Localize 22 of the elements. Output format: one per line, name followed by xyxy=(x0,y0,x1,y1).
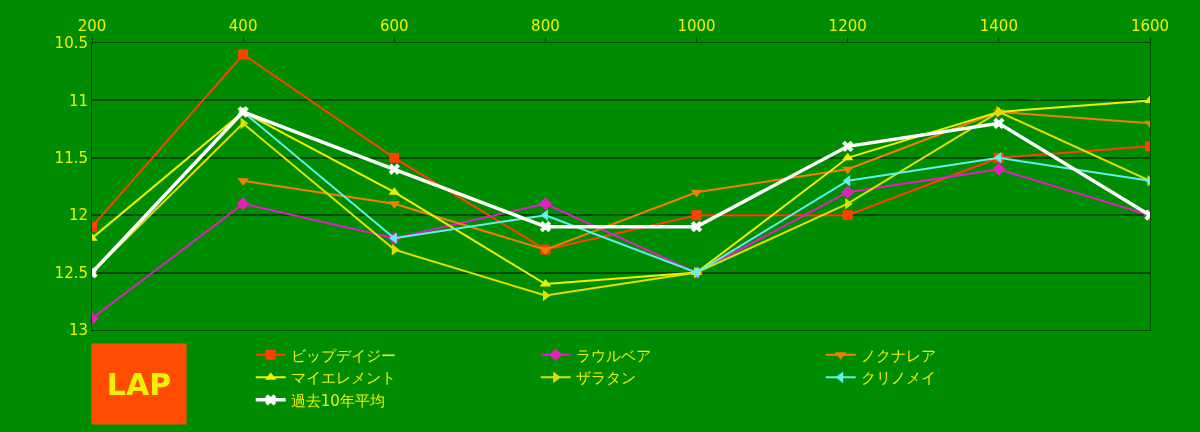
y-tick-label: 11.5 xyxy=(54,149,88,168)
x-tick-label: 200 xyxy=(77,17,107,35)
legend-label: ラウルベア xyxy=(575,346,651,365)
y-tick-label: 11 xyxy=(68,91,88,110)
x-tick-label: 1000 xyxy=(677,17,716,35)
y-tick-label: 12.5 xyxy=(54,263,88,282)
legend-label: ザラタン xyxy=(575,369,636,388)
x-tick-label: 1600 xyxy=(1130,17,1170,35)
y-tick-label: 13 xyxy=(68,321,88,340)
x-tick-label: 1400 xyxy=(979,17,1018,35)
x-tick-label: 1200 xyxy=(828,17,867,35)
legend-label: ビップデイジー xyxy=(290,346,396,365)
x-tick-label: 600 xyxy=(379,17,409,35)
legend-label: 過去10年平均 xyxy=(290,391,385,410)
legend-label: ノクナレア xyxy=(860,346,936,365)
x-tick-label: 400 xyxy=(228,17,258,35)
legend-label: マイエレメント xyxy=(290,369,396,388)
y-tick-label: 10.5 xyxy=(54,34,88,53)
y-tick-label: 12 xyxy=(68,206,88,225)
x-tick-label: 800 xyxy=(531,17,560,35)
legend-label: クリノメイ xyxy=(860,369,936,388)
text: LAP xyxy=(106,366,172,402)
